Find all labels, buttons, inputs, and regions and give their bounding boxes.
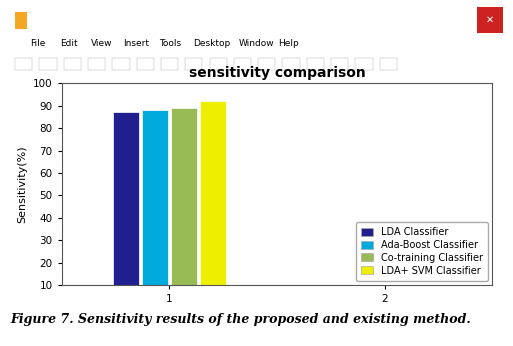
Title: sensitivity comparison: sensitivity comparison [189,66,365,81]
Text: Desktop: Desktop [193,39,231,48]
Text: Tools: Tools [159,39,182,48]
Text: Window: Window [239,39,274,48]
Bar [136,58,154,70]
Y-axis label: Sensitivity(%): Sensitivity(%) [17,145,27,223]
Text: Insert: Insert [123,39,149,48]
Legend: LDA Classifier, Ada-Boost Classifier, Co-training Classifier, LDA+ SVM Classifie: LDA Classifier, Ada-Boost Classifier, Co… [357,222,488,281]
Text: ❑: ❑ [459,15,468,25]
Bar [200,101,226,285]
Bar [209,58,227,70]
Bar [185,58,203,70]
Bar [356,58,372,70]
Bar [15,58,32,70]
Text: Figure 7. Sensitivity results of the proposed and existing method.: Figure 7. Sensitivity results of the pro… [10,312,471,326]
Text: View: View [91,39,112,48]
Bar [113,112,139,285]
Bar [112,58,130,70]
Text: Sensitivity comparison: Sensitivity comparison [193,15,320,25]
Text: Help: Help [278,39,299,48]
Text: Edit: Edit [61,39,78,48]
Bar [307,58,324,70]
Bar [142,110,168,285]
Bar [234,58,251,70]
Bar [477,7,503,33]
Bar [64,58,81,70]
Bar [380,58,397,70]
Text: —: — [439,15,448,25]
Text: File: File [30,39,45,48]
Bar [331,58,348,70]
Bar [40,58,57,70]
Bar [258,58,275,70]
Bar [88,58,105,70]
Bar [283,58,300,70]
Text: ✕: ✕ [486,15,494,25]
Bar [161,58,178,70]
FancyBboxPatch shape [15,12,28,29]
Bar [171,108,197,285]
